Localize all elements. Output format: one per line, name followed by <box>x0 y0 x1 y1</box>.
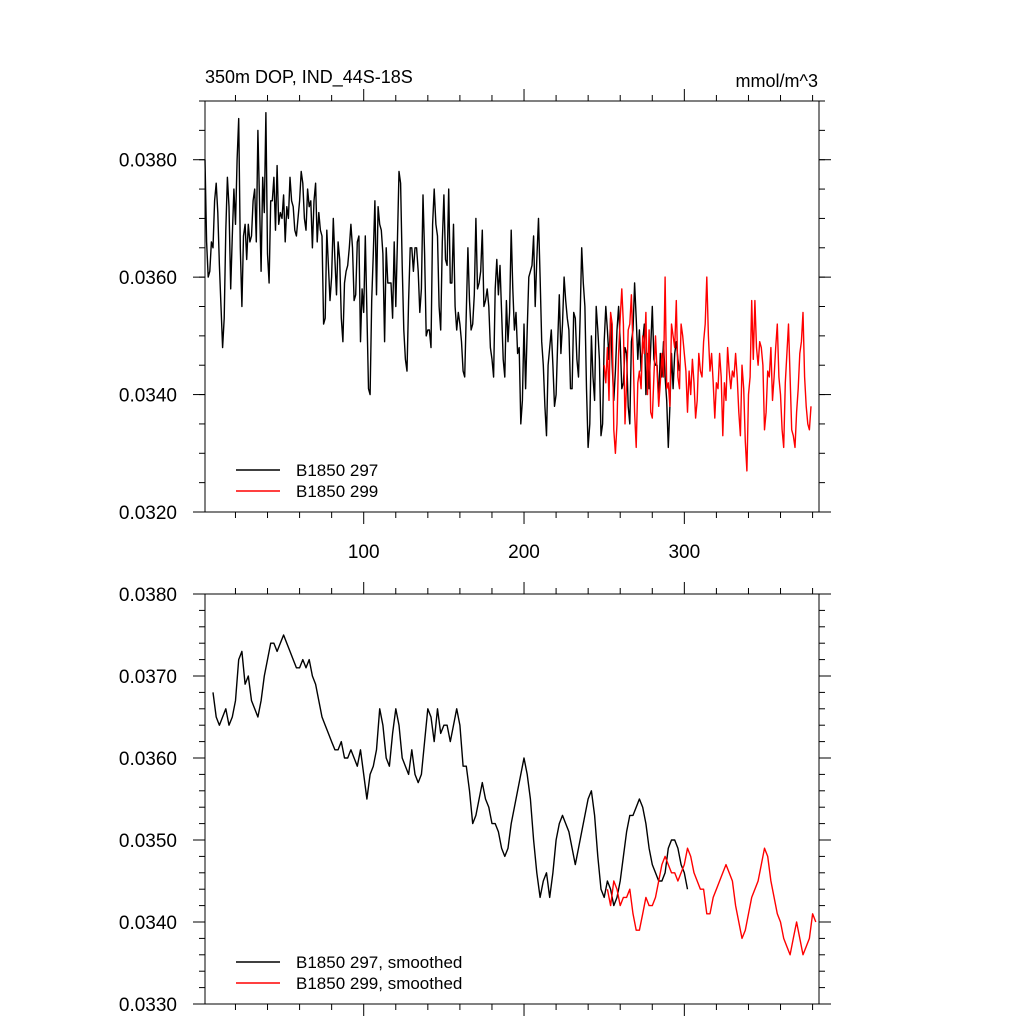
legend-label-b1850-297-smoothed: B1850 297, smoothed <box>296 953 462 972</box>
y-tick-label: 0.0350 <box>119 831 177 852</box>
top-series-group <box>204 111 812 472</box>
y-tick-label: 0.0330 <box>119 995 177 1016</box>
top-panel: 350m DOP, IND_44S-18S mmol/m^3 0.03200.0… <box>119 67 831 563</box>
bottom-ticks: 0.0330 0.0340 0.0350 0.0360 0.0370 0.0380 <box>119 582 831 1016</box>
y-tick-label: 0.0340 <box>119 386 177 407</box>
series-line-b1850-299 <box>603 276 812 472</box>
top-legend: B1850 297 B1850 299 <box>236 461 378 501</box>
bottom-series-group <box>212 634 817 956</box>
bottom-plot-frame <box>204 593 820 1005</box>
top-plot-frame <box>204 100 820 513</box>
series-line-b1850-297-smoothed <box>212 634 689 907</box>
series-line-b1850-297 <box>204 111 681 449</box>
legend-label-b1850-299: B1850 299 <box>296 482 378 501</box>
y-tick-label: 0.0340 <box>119 913 177 934</box>
x-tick-label: 300 <box>668 542 700 563</box>
y-tick-label: 0.0370 <box>119 667 177 688</box>
bottom-legend: B1850 297, smoothed B1850 299, smoothed <box>236 953 462 993</box>
legend-label-b1850-297: B1850 297 <box>296 461 378 480</box>
top-ticks: 0.0320 0.0340 0.0360 0.0380 100 200 300 <box>119 89 831 563</box>
top-panel-units: mmol/m^3 <box>736 71 818 91</box>
x-tick-label: 100 <box>348 542 380 563</box>
y-tick-label: 0.0360 <box>119 268 177 289</box>
y-tick-label: 0.0380 <box>119 151 177 172</box>
x-tick-label: 200 <box>508 542 540 563</box>
bottom-panel: 0.0330 0.0340 0.0350 0.0360 0.0370 0.0380 B18… <box>119 582 831 1016</box>
series-line-b1850-299-smoothed <box>606 847 817 956</box>
top-panel-title: 350m DOP, IND_44S-18S <box>205 67 413 88</box>
legend-label-b1850-299-smoothed: B1850 299, smoothed <box>296 974 462 993</box>
y-tick-label: 0.0360 <box>119 749 177 770</box>
y-tick-label: 0.0380 <box>119 585 177 606</box>
y-tick-label: 0.0320 <box>119 503 177 524</box>
